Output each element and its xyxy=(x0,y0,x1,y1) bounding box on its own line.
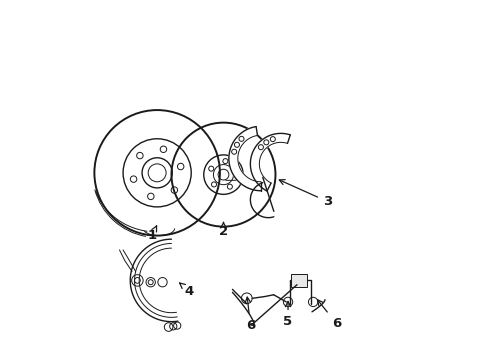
Text: 1: 1 xyxy=(147,226,157,242)
Polygon shape xyxy=(250,134,290,191)
Text: 3: 3 xyxy=(279,180,332,208)
Text: 5: 5 xyxy=(284,301,293,328)
FancyBboxPatch shape xyxy=(291,274,307,287)
Text: 6: 6 xyxy=(318,300,341,330)
Text: 6: 6 xyxy=(245,297,255,332)
Text: 2: 2 xyxy=(219,222,228,238)
Polygon shape xyxy=(229,127,261,191)
Text: 4: 4 xyxy=(179,283,194,298)
